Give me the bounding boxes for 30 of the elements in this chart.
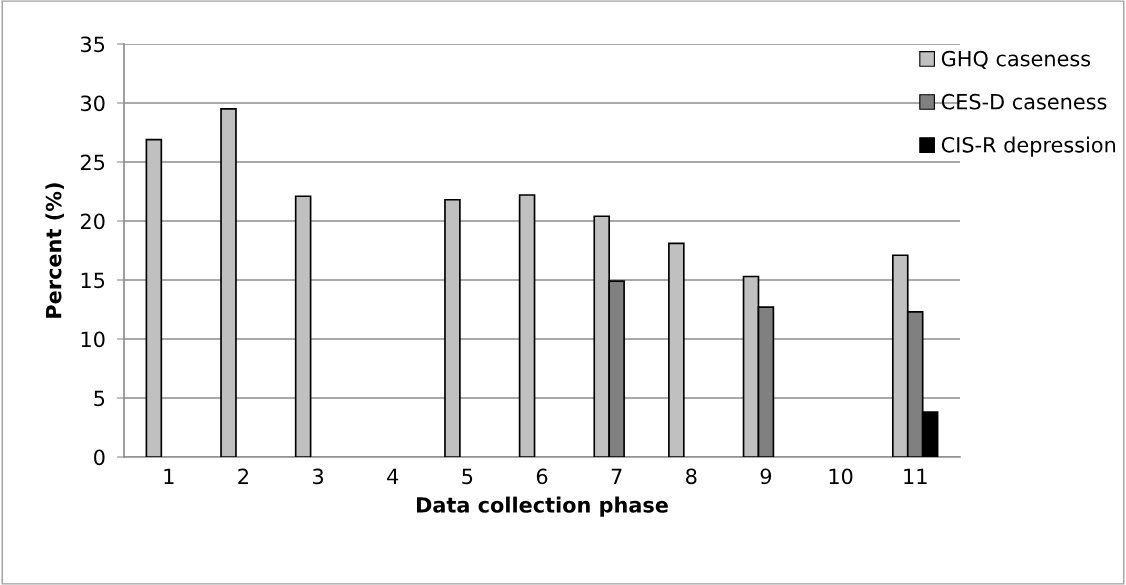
bar	[518, 194, 536, 457]
x-axis-title: Data collection phase	[416, 496, 668, 517]
y-tick-label: 35	[81, 36, 105, 53]
y-tick-label: 20	[80, 213, 105, 230]
legend-label: CIS-R depression	[941, 136, 1116, 157]
x-tick-label: 8	[686, 468, 697, 485]
legend-label: GHQ caseness	[941, 50, 1091, 69]
x-tick-label: 3	[313, 468, 324, 485]
bar	[444, 198, 461, 457]
bar	[294, 195, 312, 457]
y-tick-label: 30	[81, 95, 105, 112]
x-tick-label: 9	[760, 468, 772, 485]
bar	[145, 138, 163, 457]
x-tick-label: 7	[611, 468, 622, 484]
y-tick-label: 25	[80, 154, 105, 171]
y-tick-label: 0	[94, 449, 105, 466]
y-axis-title: Percent (%)	[45, 183, 64, 318]
x-tick-label: 2	[238, 468, 248, 484]
x-tick-label: 1	[164, 468, 174, 484]
y-tick-label: 15	[81, 272, 105, 289]
x-tick-label: 5	[462, 468, 473, 485]
x-tick-label: 11	[904, 468, 927, 484]
x-tick-label: 6	[536, 468, 548, 485]
bar	[220, 108, 237, 457]
x-tick-label: 4	[387, 468, 399, 484]
x-tick-label: 10	[829, 468, 853, 485]
bar	[668, 242, 685, 457]
y-tick-label: 10	[81, 331, 105, 348]
y-tick-label: 5	[94, 390, 105, 407]
legend-label: CES-D caseness	[941, 93, 1107, 110]
